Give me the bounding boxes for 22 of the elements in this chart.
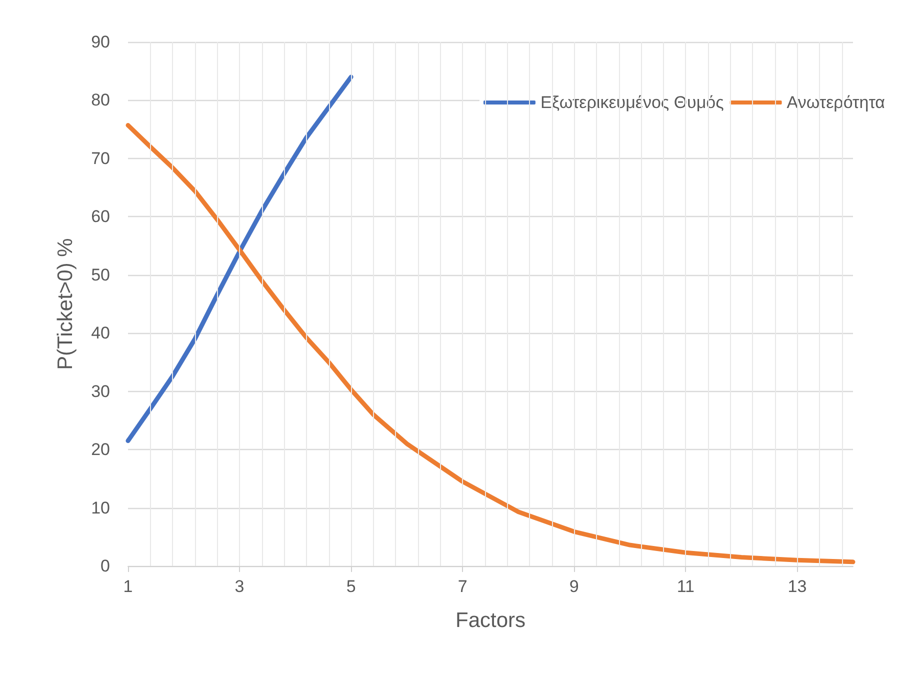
y-tick-label: 10 [91, 498, 110, 518]
y-tick-label: 50 [91, 265, 110, 284]
y-tick-label: 60 [91, 207, 110, 226]
y-tick-label: 70 [91, 148, 110, 168]
x-tick-label: 3 [234, 577, 244, 596]
x-tick-label: 13 [788, 577, 807, 596]
legend-label: Ανωτερότητα [786, 93, 886, 112]
x-axis-title: Factors [455, 609, 526, 632]
x-tick-label: 5 [346, 577, 356, 596]
y-axis-title: P(Ticket>0) % [54, 238, 77, 370]
line-series [126, 74, 354, 444]
x-tick-label: 7 [458, 577, 468, 596]
y-tick-label: 30 [91, 382, 110, 401]
x-tick-label: 11 [676, 577, 695, 596]
x-tick-label: 9 [569, 577, 579, 596]
y-tick-label: 0 [100, 556, 110, 576]
y-tick-label: 90 [91, 32, 110, 52]
line-series [126, 123, 856, 564]
x-tick-label: 1 [123, 577, 133, 596]
y-tick-label: 80 [91, 90, 110, 110]
y-tick-label: 40 [91, 324, 110, 343]
y-tick-label: 20 [91, 440, 110, 460]
